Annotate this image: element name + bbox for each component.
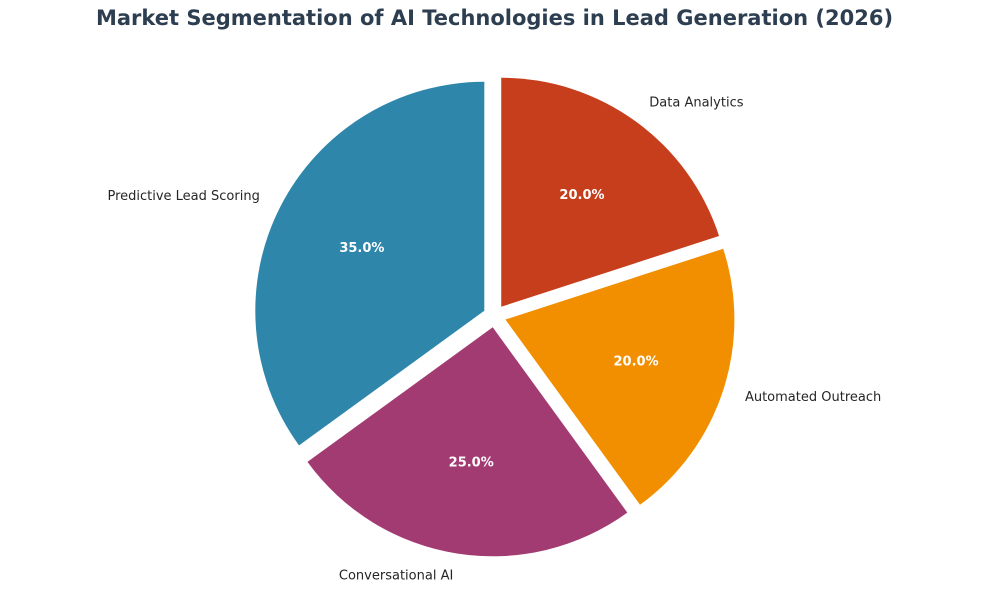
pie-slice-predictive-lead-scoring: [255, 81, 485, 446]
category-label-predictive-lead-scoring: Predictive Lead Scoring: [107, 189, 259, 204]
pie-slice-automated-outreach: [505, 248, 735, 505]
percent-label-data-analytics: 20.0%: [559, 188, 604, 203]
percent-label-conversational-ai: 25.0%: [449, 456, 494, 471]
pie-slices: [255, 77, 735, 557]
category-label-data-analytics: Data Analytics: [649, 95, 743, 110]
percent-labels: 35.0% 25.0% 20.0% 20.0%: [339, 188, 658, 470]
percent-label-automated-outreach: 20.0%: [614, 354, 659, 369]
percent-label-predictive-lead-scoring: 35.0%: [339, 241, 384, 256]
category-label-automated-outreach: Automated Outreach: [745, 390, 881, 405]
pie-slice-data-analytics: [501, 77, 720, 307]
category-label-conversational-ai: Conversational AI: [339, 569, 453, 584]
category-labels: Predictive Lead Scoring Conversational AI…: [107, 95, 881, 583]
pie-slice-conversational-ai: [307, 327, 628, 557]
chart-title: Market Segmentation of AI Technologies i…: [95, 6, 894, 30]
